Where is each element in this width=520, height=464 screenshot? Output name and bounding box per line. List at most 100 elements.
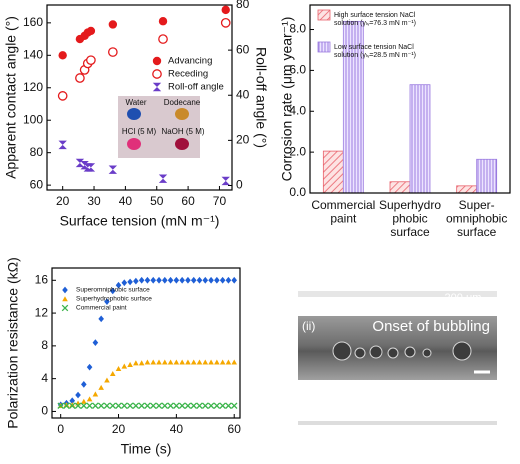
micrograph-1: (i) Scratch 200 μm (298, 253, 497, 312)
plot-frame (51, 267, 241, 419)
point (196, 359, 203, 365)
legend-marker (152, 56, 162, 66)
y-tick-label: 2.0 (289, 144, 306, 158)
y-tick-label: 4.0 (289, 103, 306, 117)
point (115, 366, 122, 372)
legend-marker (152, 69, 162, 79)
point (213, 402, 221, 409)
y-axis-title: Apparent contact angle (°) (3, 16, 19, 179)
point (98, 315, 104, 323)
y-axis-title: Polarization resistance (kΩ) (5, 257, 21, 429)
point (179, 359, 185, 365)
point (86, 363, 93, 371)
point (220, 18, 231, 28)
legend-marker (61, 304, 69, 312)
y-tick-label: 4 (41, 371, 48, 385)
point (155, 402, 163, 409)
droplet (175, 138, 189, 150)
x-tick-label: 70 (213, 194, 227, 208)
legend-label: Roll-off angle (168, 82, 224, 93)
point (104, 377, 110, 383)
point (92, 391, 99, 397)
point (133, 360, 139, 366)
panel-caption: Onset of bubbling (372, 318, 490, 335)
point (144, 402, 151, 409)
y-tick-label: 0.0 (289, 185, 306, 199)
point (144, 276, 151, 284)
point (196, 276, 203, 284)
point (97, 402, 105, 409)
legend-label: Advancing (168, 56, 212, 67)
micrograph-3: (iii) Healed (298, 384, 497, 448)
legend-swatch (317, 41, 331, 53)
panel-label: (iii) (302, 388, 318, 402)
y-tick-label: 120 (23, 80, 43, 94)
x-tick-label: 40 (170, 422, 184, 436)
point (75, 73, 85, 83)
point (75, 391, 81, 399)
inset-label: HCl (5 M) (122, 127, 157, 136)
point (219, 276, 226, 284)
point (225, 276, 232, 284)
point (81, 381, 87, 388)
point (161, 402, 169, 409)
y-tick-label: 16 (35, 272, 49, 286)
point (121, 279, 128, 287)
point (81, 398, 87, 404)
y-tick-label: 160 (23, 15, 43, 29)
panel-caption: Healed (442, 395, 490, 412)
point (173, 359, 180, 365)
point (225, 402, 232, 409)
point (86, 396, 93, 402)
point (63, 402, 70, 408)
point (156, 276, 162, 284)
y-tick-label: 80 (30, 145, 44, 159)
y2-axis-title: Roll-off angle (°) (253, 47, 269, 148)
point (86, 402, 93, 409)
point (149, 402, 157, 409)
droplet (175, 108, 189, 120)
point (69, 397, 76, 405)
x-axis-title: Time (s) (121, 441, 172, 457)
x-tick-label: Commercial paint (311, 198, 375, 225)
x-tick-label: 50 (150, 194, 164, 208)
legend-marker (62, 286, 68, 294)
panel-label: (ii) (302, 319, 315, 333)
point (167, 276, 174, 284)
point (202, 402, 209, 409)
legend-label: Receding (168, 69, 208, 80)
point (167, 402, 174, 409)
point (109, 287, 116, 295)
y-tick-label: 6.0 (289, 63, 306, 77)
point (127, 278, 133, 286)
point (86, 26, 96, 36)
point (162, 359, 168, 365)
legend-marker (152, 82, 162, 92)
point (158, 34, 168, 44)
point (109, 370, 116, 376)
point (196, 402, 203, 409)
droplet (127, 138, 141, 150)
point (133, 277, 139, 285)
y-tick-label: 8.0 (289, 22, 306, 36)
point (178, 402, 186, 409)
inset-label: Water (125, 98, 146, 107)
panel-caption: Scratch (441, 255, 492, 272)
inset-label: NaOH (5 M) (161, 127, 204, 136)
point (75, 158, 85, 168)
y-tick-label: 100 (23, 112, 43, 126)
point (150, 276, 157, 284)
point (74, 402, 82, 409)
point (173, 276, 180, 284)
point (58, 51, 67, 60)
point (109, 402, 116, 409)
point (138, 360, 145, 366)
point (221, 176, 230, 186)
point (86, 55, 96, 66)
point (138, 402, 145, 409)
point (158, 17, 168, 26)
plot-frame (309, 4, 511, 194)
y-tick-label: 140 (23, 47, 43, 61)
point (103, 402, 111, 409)
point (221, 5, 230, 15)
